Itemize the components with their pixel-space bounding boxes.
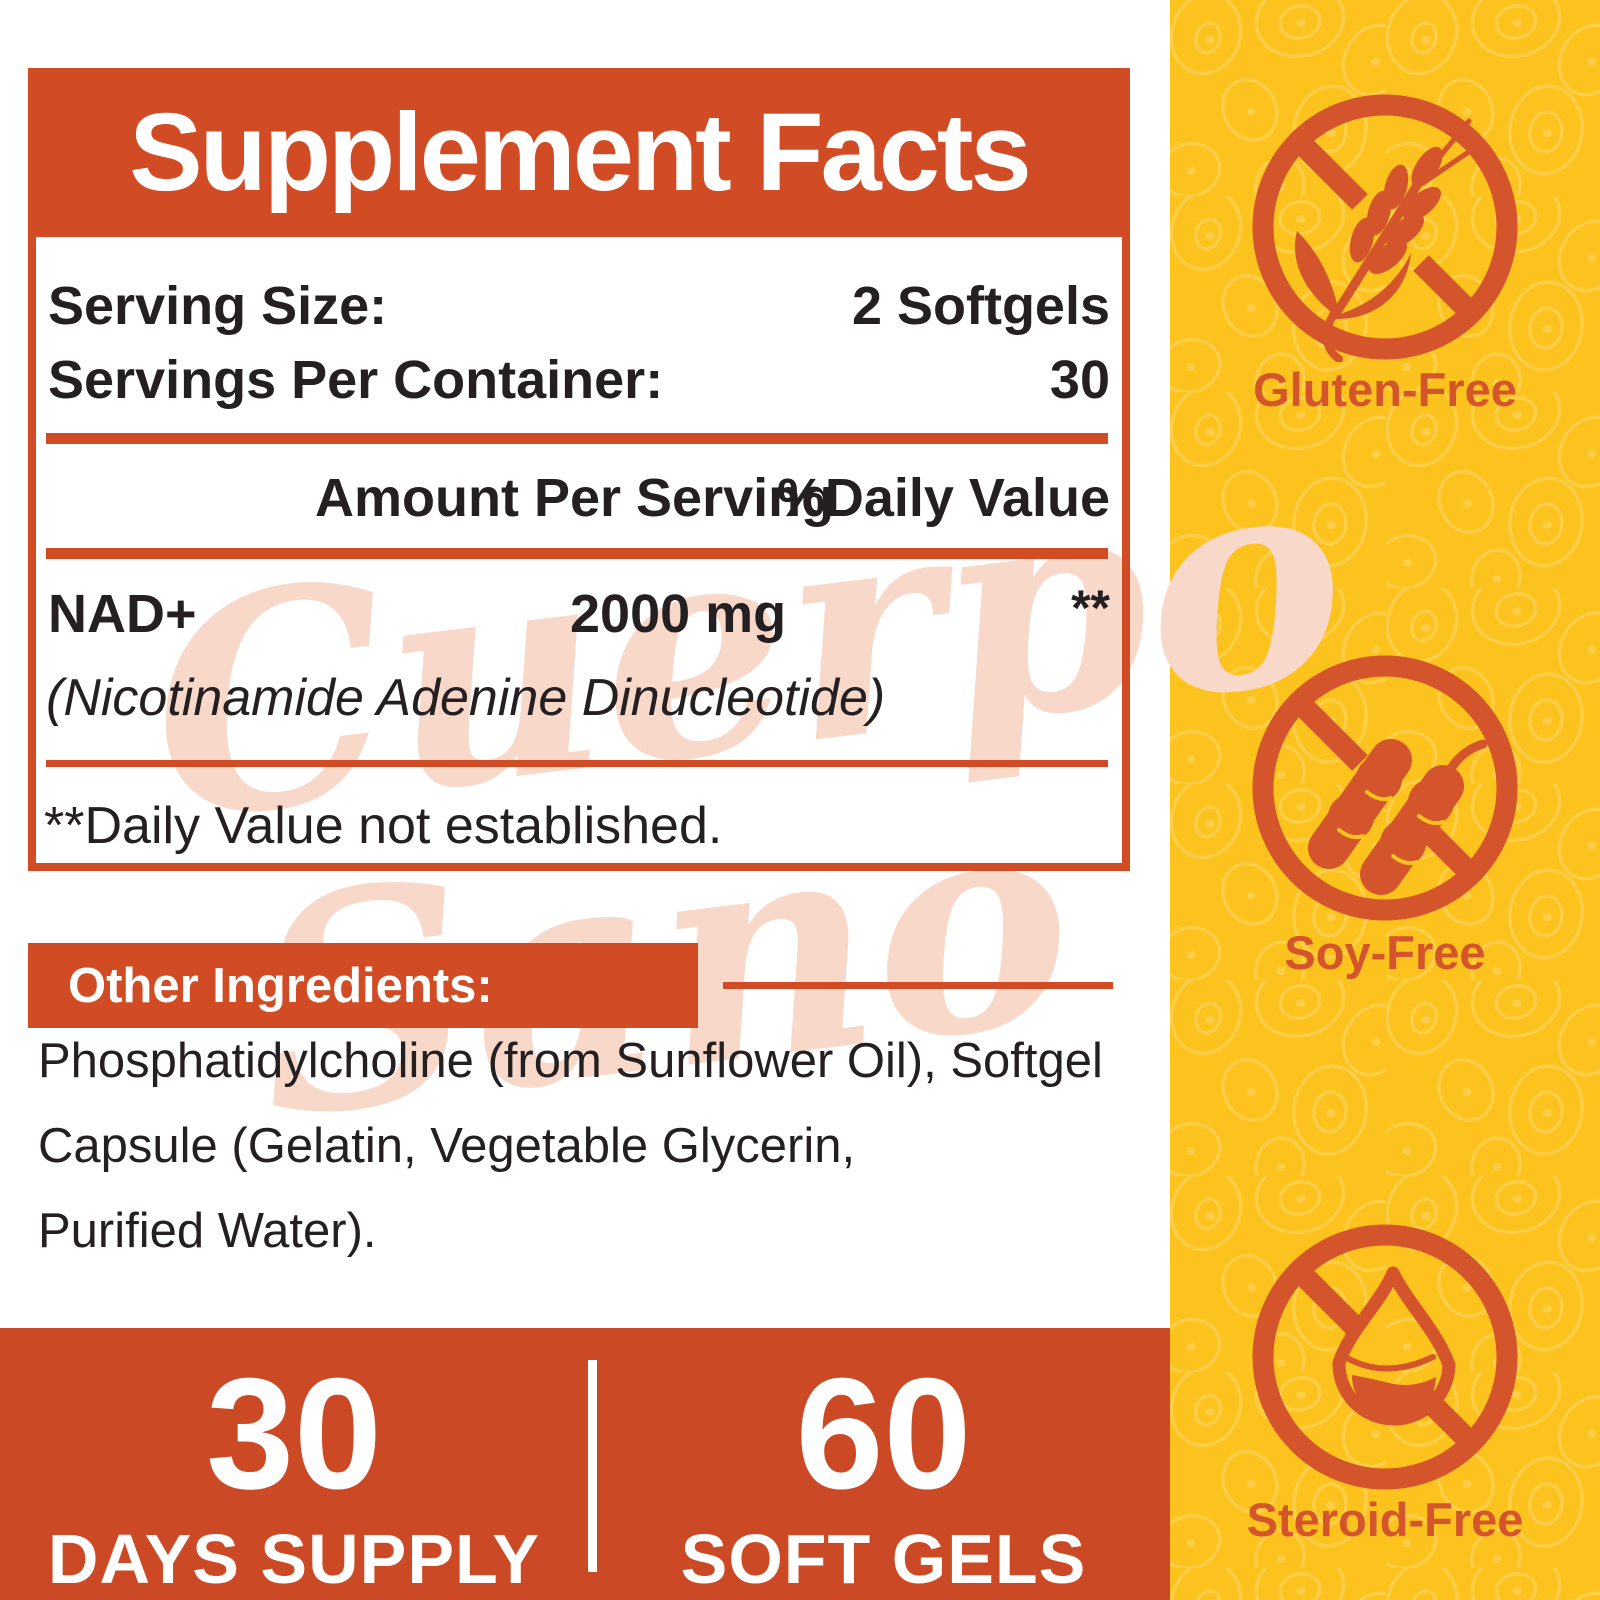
servings-per-container-value: 30 [1049, 350, 1110, 410]
ingredients-line-2: Capsule (Gelatin, Vegetable Glycerin, [38, 1119, 856, 1173]
other-ingredients-rule [723, 982, 1113, 989]
badge-sidebar: Gluten-Free Soy-Free [1170, 0, 1600, 1600]
no-gluten-icon [1252, 94, 1518, 362]
badge-label-soy-free: Soy-Free [1284, 926, 1486, 979]
nutrient-description: (Nicotinamide Adenine Dinucleotide) [46, 669, 886, 727]
nutrient-daily-value: ** [1071, 580, 1110, 636]
other-ingredients-label: Other Ingredients: [68, 958, 493, 1013]
bottom-banner: 30 DAYS SUPPLY 60 SOFT GELS [0, 1328, 1170, 1600]
facts-header: Supplement Facts [28, 68, 1130, 237]
daily-value-footnote: **Daily Value not established. [44, 797, 723, 855]
nutrient-amount: 2000 mg [570, 584, 787, 644]
servings-per-container-row: Servings Per Container: 30 [48, 350, 1110, 410]
soy-glyph [1308, 739, 1488, 895]
rule-thick-1 [46, 433, 1108, 444]
facts-title: Supplement Facts [129, 91, 1031, 214]
serving-size-row: Serving Size: 2 Softgels [48, 276, 1110, 336]
serving-size-value: 2 Softgels [851, 276, 1110, 336]
servings-per-container-label: Servings Per Container: [48, 350, 664, 410]
days-supply-number: 30 [206, 1346, 382, 1522]
no-steroid-icon [1252, 1224, 1518, 1490]
banner-divider [588, 1360, 597, 1572]
daily-value-header: %Daily Value [776, 468, 1110, 528]
badge-label-gluten-free: Gluten-Free [1253, 363, 1517, 416]
rule-thick-2 [46, 548, 1108, 559]
amount-per-serving-header: Amount Per Serving [315, 468, 835, 528]
wheat-glyph [1294, 118, 1476, 362]
droplet-glyph [1332, 1266, 1456, 1426]
days-supply-label: DAYS SUPPLY [47, 1520, 541, 1598]
facts-table-border [28, 237, 1130, 871]
other-ingredients-box: Other Ingredients: [28, 943, 698, 1028]
rule-thin [46, 760, 1108, 767]
no-soy-icon [1252, 655, 1518, 921]
ingredients-line-3: Purified Water). [38, 1204, 377, 1258]
softgel-count-number: 60 [795, 1346, 972, 1522]
serving-size-label: Serving Size: [48, 276, 388, 336]
softgel-count-label: SOFT GELS [680, 1520, 1087, 1598]
badge-label-steroid-free: Steroid-Free [1246, 1493, 1524, 1546]
ingredients-line-1: Phosphatidylcholine (from Sunflower Oil)… [38, 1034, 1103, 1088]
nutrient-name: NAD+ [48, 584, 197, 644]
